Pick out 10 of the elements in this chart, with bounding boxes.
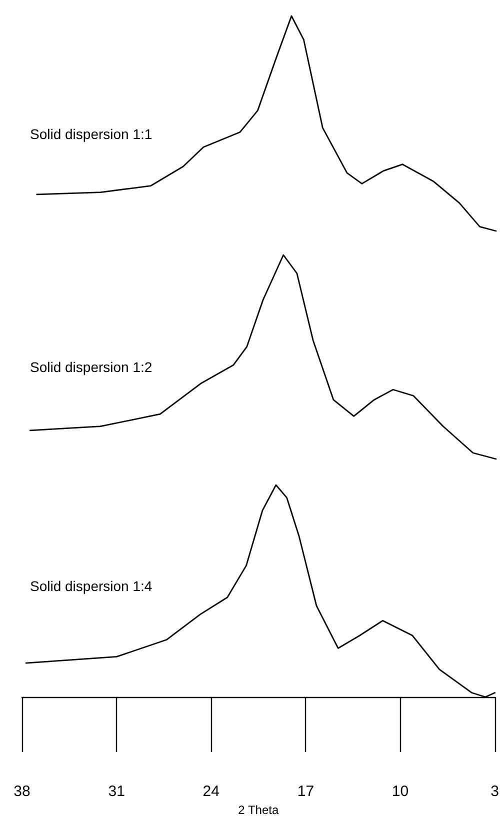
x-axis-title: 2 Theta <box>238 803 279 817</box>
text: Solid dispersion 1:4 <box>30 578 152 594</box>
x-tick-label: 31 <box>108 783 125 800</box>
text: Solid dispersion 1:2 <box>30 359 152 375</box>
x-tick-label: 17 <box>297 783 314 800</box>
x-tick-label: 38 <box>14 783 30 800</box>
x-tick-label: 10 <box>392 783 409 800</box>
text: Solid dispersion 1:1 <box>30 126 152 142</box>
x-tick-label: 3 <box>490 783 499 800</box>
x-tick-label: 24 <box>202 783 220 800</box>
